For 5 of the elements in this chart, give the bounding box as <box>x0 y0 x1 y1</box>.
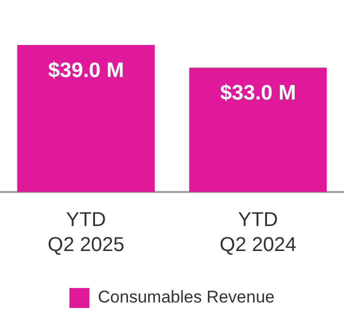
legend-label: Consumables Revenue <box>98 288 275 307</box>
data-label: $33.0 M <box>220 81 296 104</box>
x-tick-label: YTD Q2 2024 <box>220 209 296 256</box>
x-tick-label: YTD Q2 2025 <box>48 209 124 256</box>
data-label: $39.0 M <box>48 58 124 82</box>
